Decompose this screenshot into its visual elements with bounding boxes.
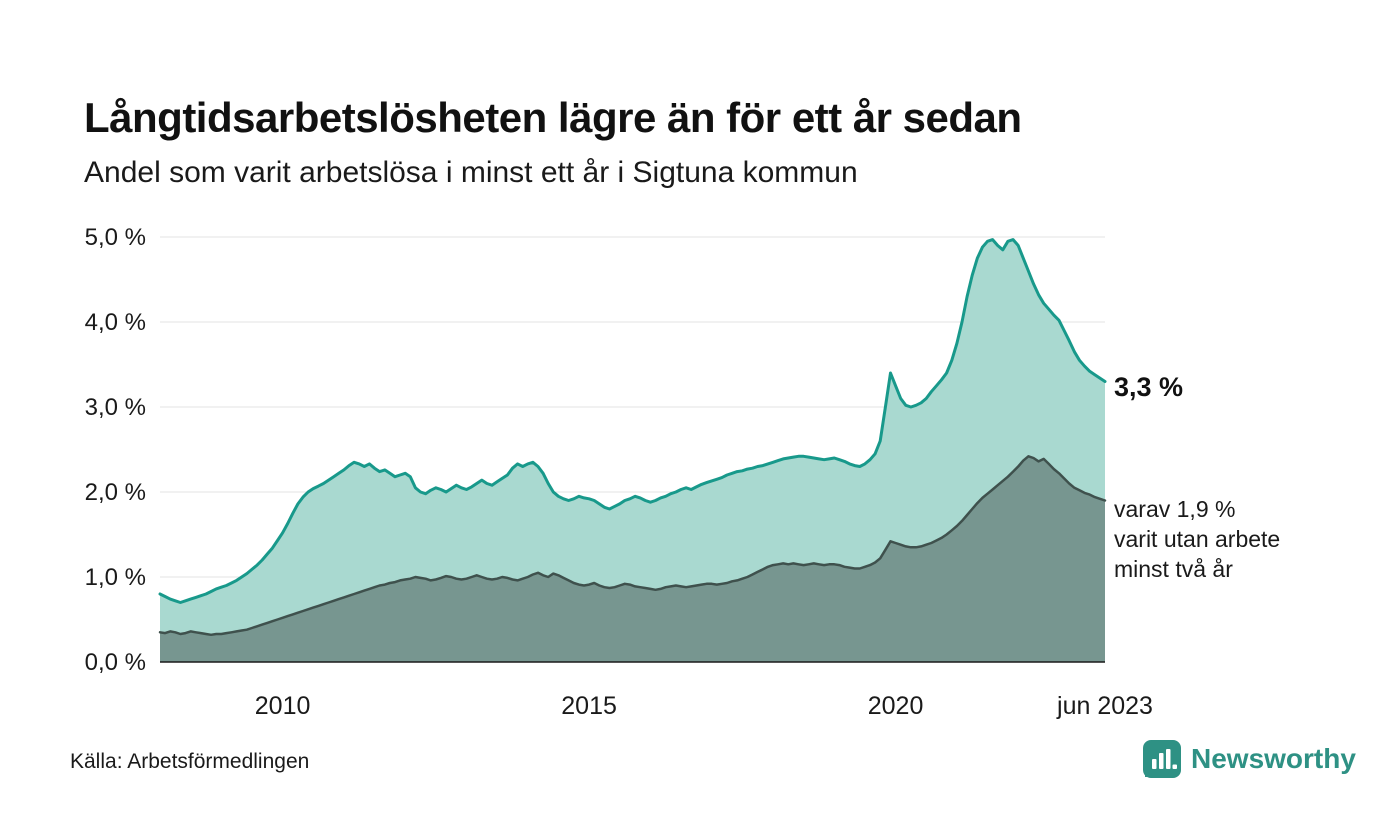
svg-text:2020: 2020 [868,692,924,720]
svg-text:0,0 %: 0,0 % [85,649,146,676]
svg-text:2,0 %: 2,0 % [85,479,146,506]
source-label: Källa: Arbetsförmedlingen [70,750,310,773]
newsworthy-barchart-icon [1143,740,1181,778]
svg-text:5,0 %: 5,0 % [85,224,146,251]
secondary-series-annotation: varav 1,9 % varit utan arbete minst två … [1114,496,1281,582]
brand-name: Newsworthy [1191,743,1356,774]
latest-value-label: 3,3 % [1114,372,1184,402]
svg-text:2010: 2010 [255,692,311,720]
newsworthy-logo: Newsworthy [1143,740,1356,778]
svg-text:1,0 %: 1,0 % [85,564,146,591]
svg-text:3,0 %: 3,0 % [85,394,146,421]
svg-text:4,0 %: 4,0 % [85,309,146,336]
page-title: Långtidsarbetslösheten lägre än för ett … [84,94,1022,142]
svg-text:2015: 2015 [561,692,617,720]
svg-text:jun 2023: jun 2023 [1056,692,1153,720]
page-subtitle: Andel som varit arbetslösa i minst ett å… [84,156,858,189]
